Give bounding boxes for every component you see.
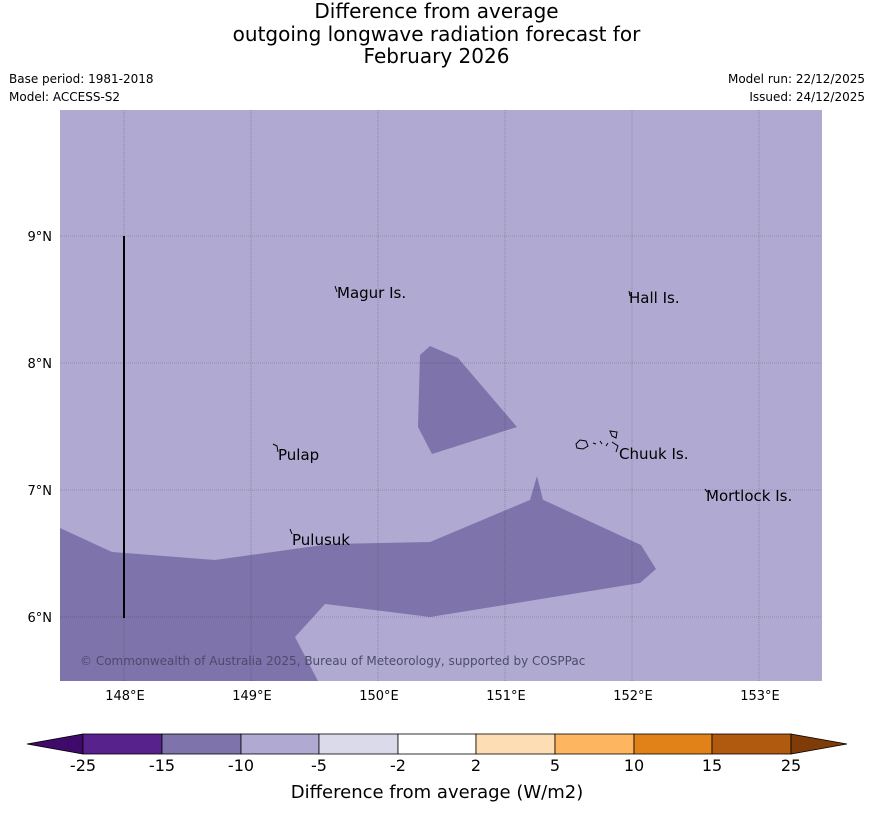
colorbar-tick: 2 xyxy=(471,756,481,775)
lon-label-152e: 152°E xyxy=(613,689,653,704)
anomaly-region-north xyxy=(418,346,517,454)
colorbar-tick: 15 xyxy=(702,756,722,775)
lon-label-149e: 149°E xyxy=(232,689,272,704)
colorbar-tick: 5 xyxy=(550,756,560,775)
place-chuuk: Chuuk Is. xyxy=(619,445,688,463)
lat-label-7n: 7°N xyxy=(28,484,53,499)
colorbar-swatch xyxy=(711,733,792,755)
colorbar-swatch xyxy=(633,733,713,755)
lon-label-153e: 153°E xyxy=(740,689,780,704)
lat-label-9n: 9°N xyxy=(28,230,53,245)
colorbar-tick: 10 xyxy=(624,756,644,775)
colorbar-swatch xyxy=(475,733,556,755)
lon-label-150e: 150°E xyxy=(359,689,399,704)
model-info: Base period: 1981-2018 Model: ACCESS-S2 xyxy=(9,70,154,106)
title-line-1: Difference from average xyxy=(314,0,559,23)
lat-label-8n: 8°N xyxy=(28,357,53,372)
place-hall: Hall Is. xyxy=(629,289,680,307)
map-gridlines xyxy=(60,110,822,681)
colorbar-tick: -5 xyxy=(311,756,327,775)
colorbar-swatch xyxy=(318,733,399,755)
model-run: Model run: 22/12/2025 xyxy=(727,72,865,86)
place-pulusuk: Pulusuk xyxy=(292,531,350,549)
title-line-3: February 2026 xyxy=(363,44,510,68)
colorbar-tick: -2 xyxy=(390,756,406,775)
colorbar-tick: -15 xyxy=(149,756,175,775)
lon-label-148e: 148°E xyxy=(105,689,145,704)
model-name: Model: ACCESS-S2 xyxy=(9,90,121,104)
run-info: Model run: 22/12/2025 Issued: 24/12/2025 xyxy=(728,70,865,106)
copyright-notice: © Commonwealth of Australia 2025, Bureau… xyxy=(80,654,585,668)
place-mortlock: Mortlock Is. xyxy=(706,487,792,505)
colorbar-label: Difference from average (W/m2) xyxy=(291,782,583,803)
colorbar-tick: -25 xyxy=(70,756,96,775)
lon-label-151e: 151°E xyxy=(486,689,526,704)
colorbar-swatch xyxy=(240,733,320,755)
colorbar-swatch xyxy=(82,733,163,755)
lat-label-6n: 6°N xyxy=(28,611,53,626)
base-period: Base period: 1981-2018 xyxy=(9,72,154,86)
place-magur: Magur Is. xyxy=(337,284,406,302)
colorbar xyxy=(26,733,848,755)
place-pulap: Pulap xyxy=(278,446,319,464)
island-outlines xyxy=(272,285,708,535)
colorbar-swatch xyxy=(554,733,635,755)
colorbar-swatch xyxy=(161,733,242,755)
colorbar-low-extend xyxy=(26,733,84,755)
colorbar-tick: -10 xyxy=(228,756,254,775)
colorbar-tick: 25 xyxy=(781,756,801,775)
colorbar-high-extend xyxy=(790,733,848,755)
anomaly-region-south xyxy=(60,497,656,681)
title-line-2: outgoing longwave radiation forecast for xyxy=(232,21,641,46)
colorbar-swatch xyxy=(397,733,477,755)
anomaly-spike xyxy=(530,476,543,500)
map-title: Difference from average outgoing longwav… xyxy=(0,0,873,68)
issued-date: Issued: 24/12/2025 xyxy=(749,90,865,104)
